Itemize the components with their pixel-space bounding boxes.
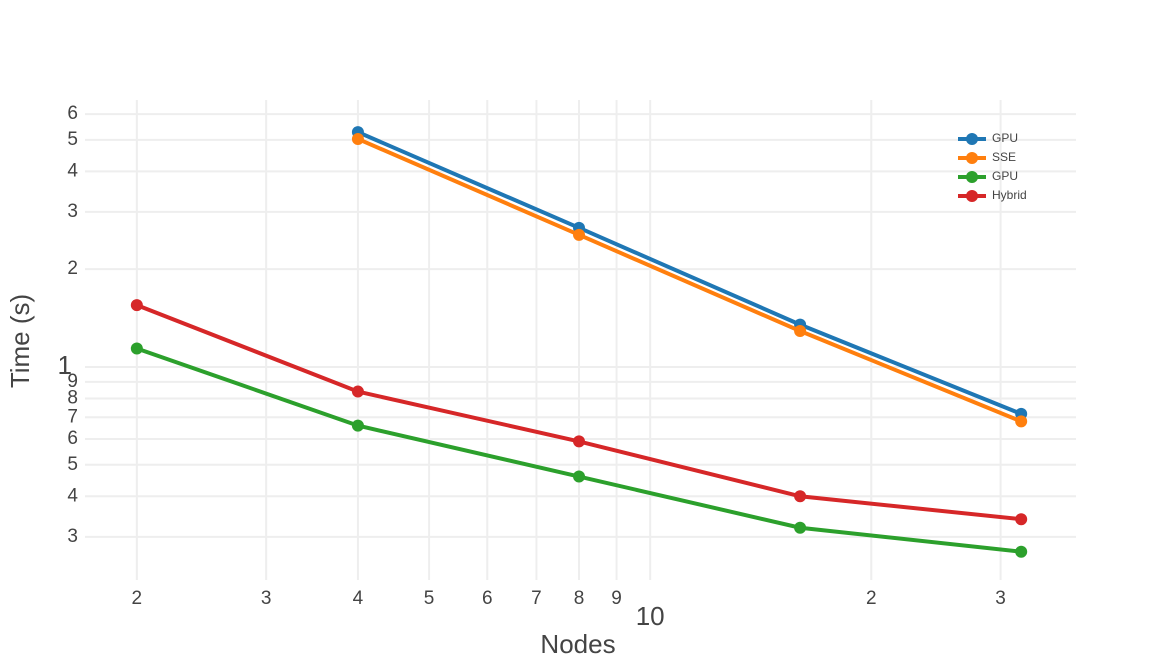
grid xyxy=(85,100,1076,580)
data-point xyxy=(573,435,586,448)
data-point xyxy=(1015,545,1028,558)
legend-label: GPU xyxy=(992,131,1018,145)
y-tick-label: 5 xyxy=(67,454,78,475)
legend-marker xyxy=(966,190,978,202)
data-point xyxy=(573,470,586,483)
y-tick-label: 3 xyxy=(67,526,78,547)
legend: GPU SSE GPU Hybrid xyxy=(958,131,1027,202)
y-tick-label: 6 xyxy=(67,103,78,124)
data-point xyxy=(351,132,364,145)
data-point xyxy=(351,385,364,398)
legend-label: GPU xyxy=(992,169,1018,183)
data-point xyxy=(351,419,364,432)
y-tick-label: 4 xyxy=(67,160,78,181)
y-tick-label: 8 xyxy=(67,387,78,408)
y-tick-label: 5 xyxy=(67,129,78,150)
data-point xyxy=(130,299,143,312)
x-tick-label: 6 xyxy=(482,588,493,609)
y-tick-label: 1 xyxy=(58,350,72,380)
x-axis-title: Nodes xyxy=(540,629,615,659)
legend-marker xyxy=(966,152,978,164)
data-point xyxy=(794,490,807,503)
x-tick-label: 2 xyxy=(866,588,877,609)
y-tick-label: 4 xyxy=(67,485,78,506)
y-axis-title: Time (s) xyxy=(5,294,35,388)
x-tick-label: 8 xyxy=(574,588,585,609)
x-tick-label: 4 xyxy=(353,588,364,609)
data-point xyxy=(1015,415,1028,428)
x-tick-label: 3 xyxy=(261,588,272,609)
x-tick-label: 3 xyxy=(995,588,1006,609)
legend-label: SSE xyxy=(992,150,1016,164)
data-point xyxy=(794,325,807,338)
x-tick-label: 10 xyxy=(636,601,665,631)
y-tick-label: 9 xyxy=(67,371,78,392)
data-point xyxy=(1015,513,1028,526)
legend-marker xyxy=(966,171,978,183)
legend-label: Hybrid xyxy=(992,188,1027,202)
y-tick-label: 7 xyxy=(67,406,78,427)
data-point xyxy=(573,228,586,241)
data-point xyxy=(794,521,807,534)
legend-marker xyxy=(966,133,978,145)
x-tick-label: 2 xyxy=(132,588,143,609)
y-tick-label: 6 xyxy=(67,428,78,449)
series-line xyxy=(357,130,1022,416)
x-tick-label: 5 xyxy=(424,588,435,609)
x-tick-label: 9 xyxy=(611,588,622,609)
x-tick-label: 7 xyxy=(531,588,542,609)
y-tick-label: 2 xyxy=(67,258,78,279)
y-tick-label: 3 xyxy=(67,201,78,222)
series-line xyxy=(357,137,1022,424)
data-point xyxy=(130,342,143,355)
